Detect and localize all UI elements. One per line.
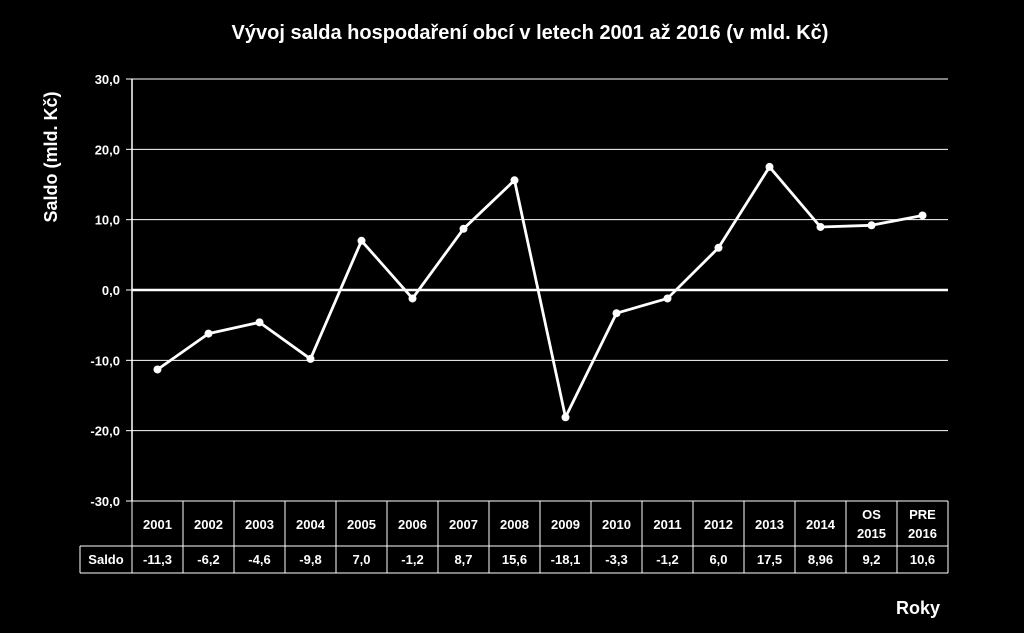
y-tick-label: -10,0 — [90, 353, 120, 368]
data-point — [612, 309, 621, 318]
y-tick-label: -20,0 — [90, 424, 120, 439]
x-category-label: 2010 — [602, 517, 631, 532]
x-category-label: 2009 — [551, 517, 580, 532]
y-tick-labels: 30,0 20,0 10,0 0,0 -10,0 -20,0 -30,0 — [90, 72, 120, 509]
data-point — [204, 329, 213, 338]
data-point — [765, 162, 774, 171]
data-point — [357, 236, 366, 245]
data-point — [714, 243, 723, 252]
data-value-cell: -9,8 — [299, 552, 321, 567]
data-point — [408, 294, 417, 303]
x-axis-label: Roky — [896, 598, 940, 618]
data-point — [510, 176, 519, 185]
data-table: 2001 2002 2003 2004 2005 2006 2007 2008 2009 2010… — [79, 500, 949, 574]
y-tick-label: 30,0 — [95, 72, 120, 87]
data-value-cell: 8,96 — [808, 552, 833, 567]
data-value-cell: -3,3 — [605, 552, 627, 567]
x-category-label: 2002 — [194, 517, 223, 532]
data-point — [561, 413, 570, 422]
y-tick-label: 20,0 — [95, 142, 120, 157]
y-axis-label: Saldo (mld. Kč) — [41, 91, 61, 222]
x-category-label: 2008 — [500, 517, 529, 532]
data-point — [663, 294, 672, 303]
x-category-label: 2013 — [755, 517, 784, 532]
x-category-label: 2016 — [908, 526, 937, 541]
chart-title: Vývoj salda hospodaření obcí v letech 20… — [232, 22, 829, 44]
data-point — [306, 354, 315, 363]
x-category-label: 2007 — [449, 517, 478, 532]
data-value-cell: -1,2 — [401, 552, 423, 567]
y-tick-label: 0,0 — [102, 283, 120, 298]
data-value-cell: -4,6 — [248, 552, 270, 567]
y-tick-label: 10,0 — [95, 213, 120, 228]
x-category-label: PRE — [909, 507, 936, 522]
data-point — [816, 222, 825, 231]
data-point — [153, 365, 162, 374]
data-value-cell: 9,2 — [862, 552, 880, 567]
data-value-cell: 10,6 — [910, 552, 935, 567]
data-value-cell: -18,1 — [551, 552, 581, 567]
x-category-label: 2011 — [653, 517, 681, 532]
x-category-label: OS — [862, 507, 881, 522]
data-value-cell: -6,2 — [197, 552, 219, 567]
data-value-cell: 6,0 — [709, 552, 727, 567]
x-category-label: 2003 — [245, 517, 274, 532]
x-category-label: 2004 — [296, 517, 326, 532]
x-category-label: 2014 — [806, 517, 836, 532]
series-line-saldo — [156, 165, 923, 419]
x-category-label: 2006 — [398, 517, 427, 532]
data-value-cell: -1,2 — [656, 552, 678, 567]
x-category-label: 2001 — [143, 517, 172, 532]
series-name-cell: Saldo — [88, 552, 123, 567]
plot-area — [153, 162, 927, 422]
data-value-cell: 8,7 — [454, 552, 472, 567]
x-category-label: 2005 — [347, 517, 376, 532]
y-tick-label: -30,0 — [90, 494, 120, 509]
data-point — [918, 211, 927, 220]
data-point — [867, 221, 876, 230]
x-category-label: 2012 — [704, 517, 733, 532]
data-value-cell: 17,5 — [757, 552, 782, 567]
x-category-label: 2015 — [857, 526, 886, 541]
data-value-cell: 15,6 — [502, 552, 527, 567]
data-value-cell: -11,3 — [143, 552, 172, 567]
data-point — [459, 224, 468, 233]
data-point — [255, 318, 264, 327]
data-value-cell: 7,0 — [352, 552, 370, 567]
